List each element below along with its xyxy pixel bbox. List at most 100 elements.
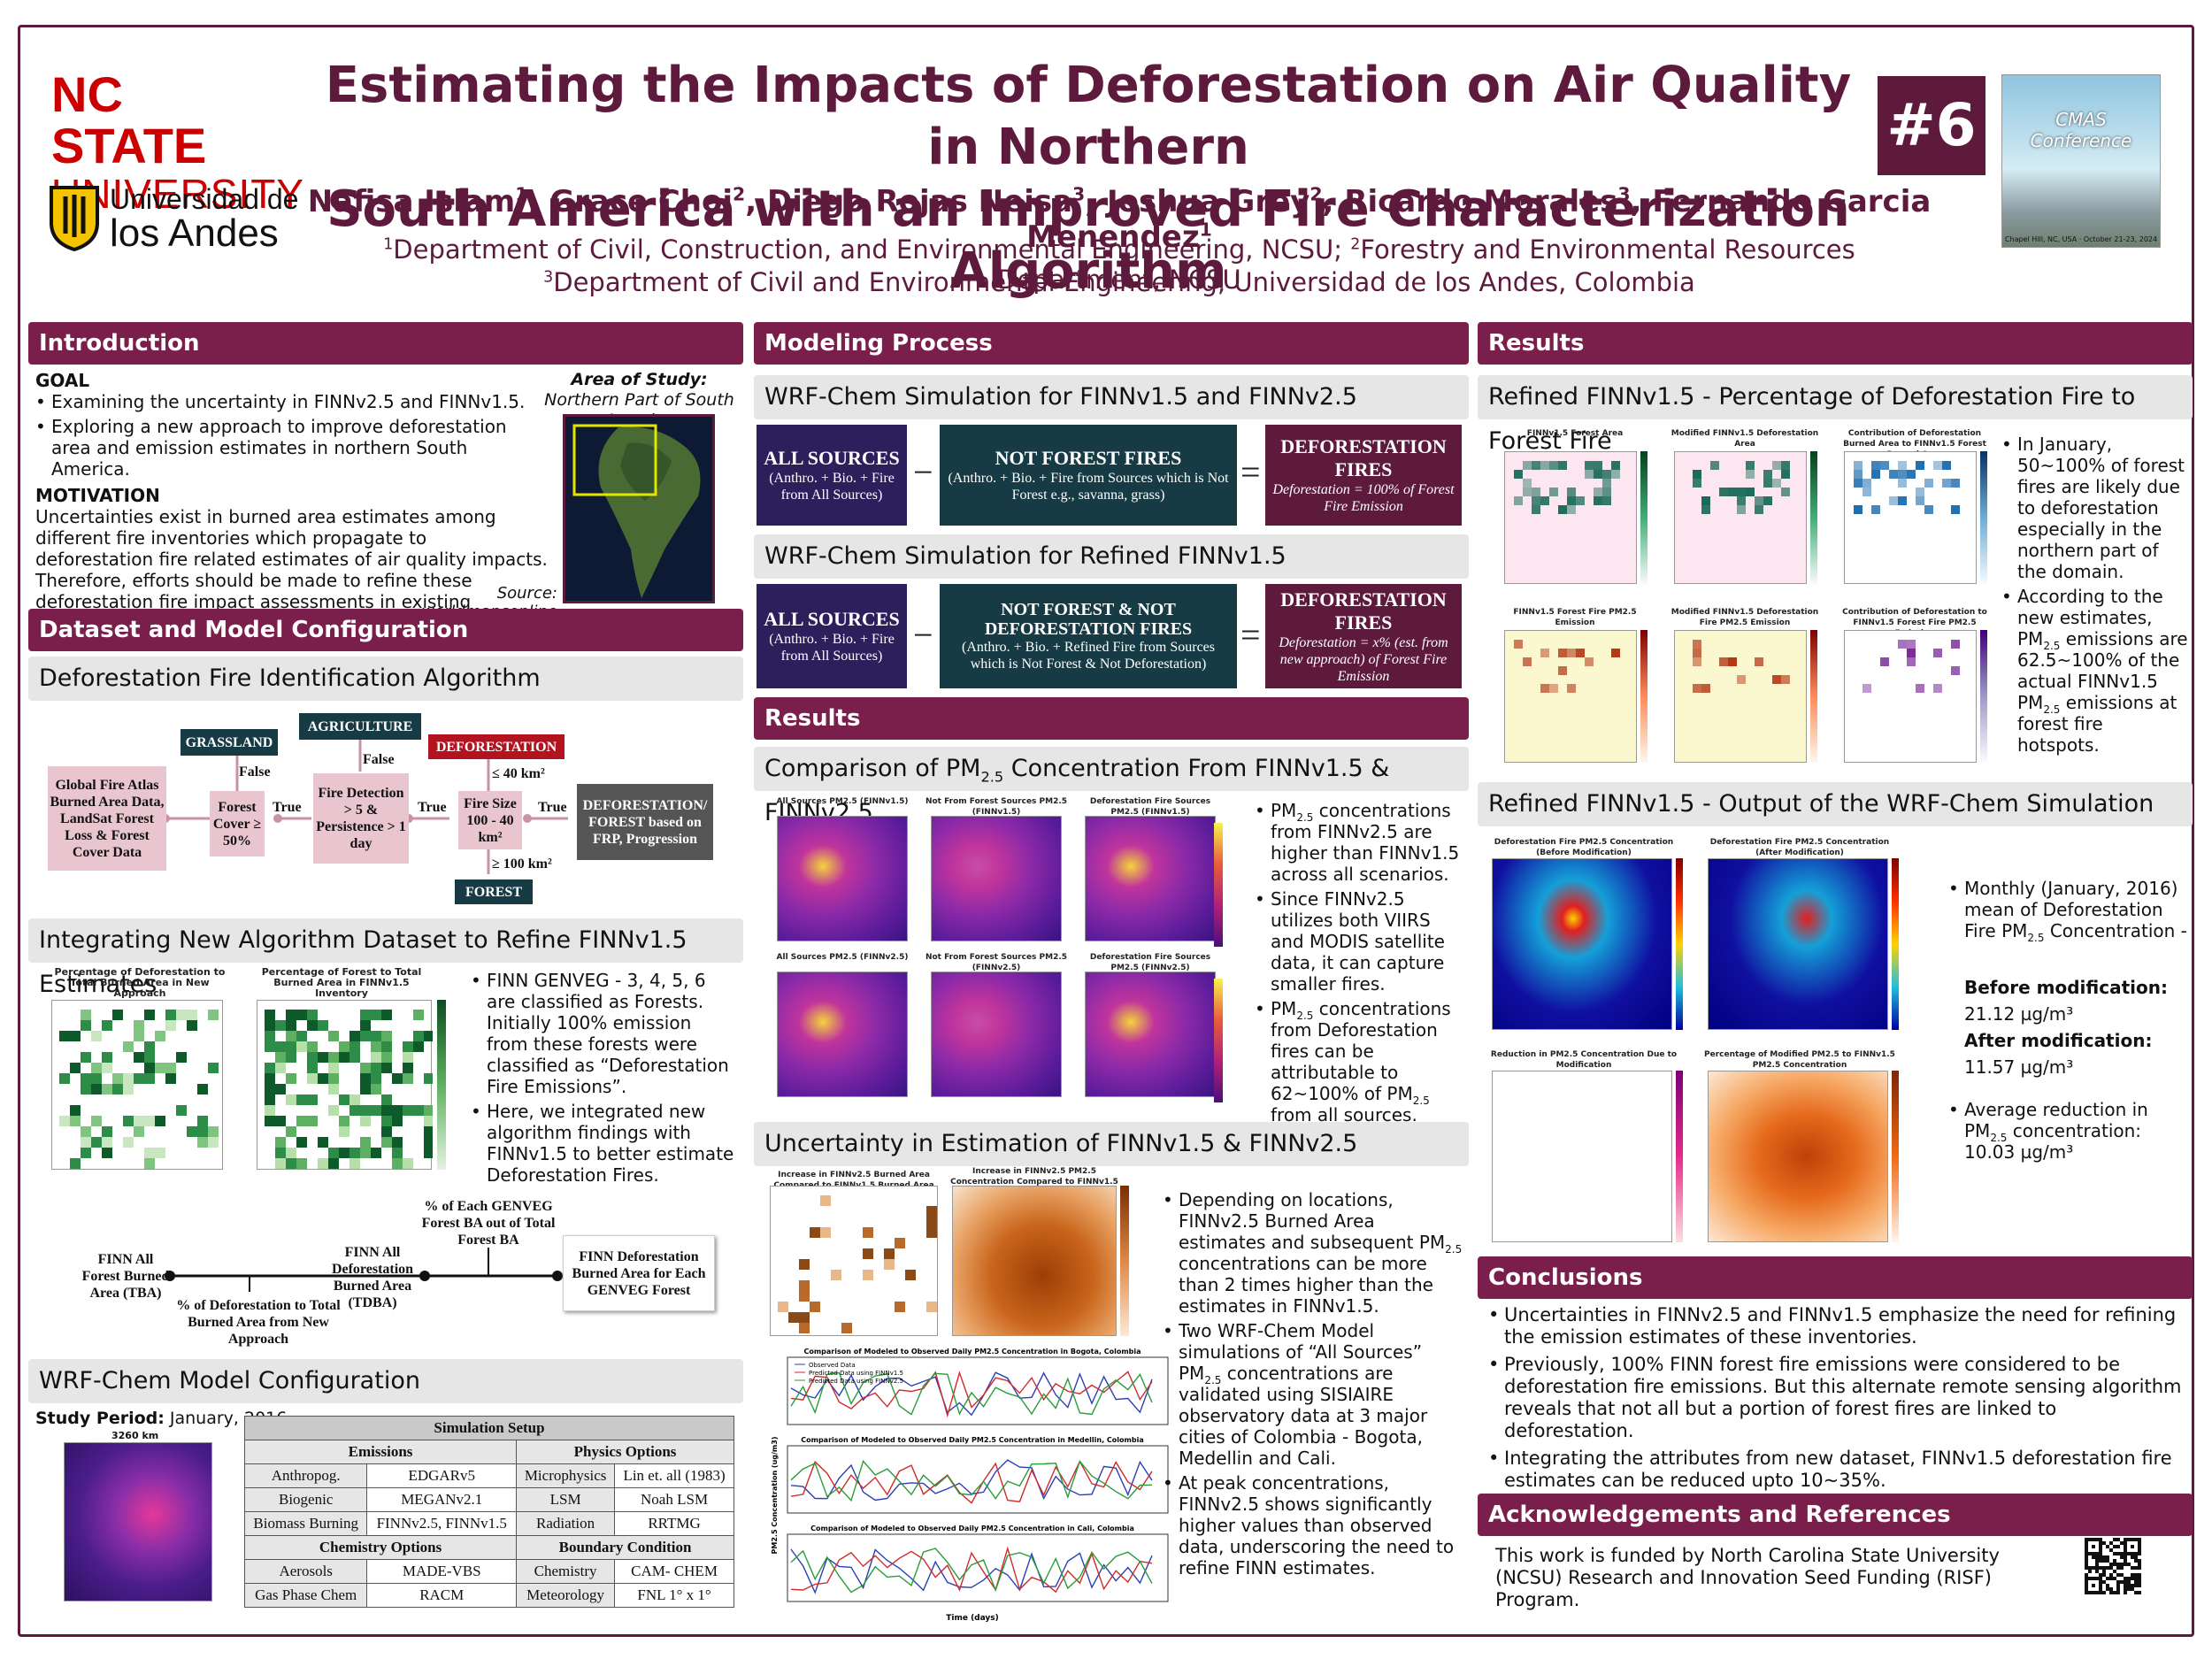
modeling-sub2: WRF-Chem Simulation for Refined FINNv1.5: [754, 534, 1469, 579]
map-cell: [895, 1238, 905, 1248]
refined-emission-maps: FINNv1.5 Forest Area Modified FINNv1.5 De…: [1495, 428, 2017, 773]
qr-code-icon[interactable]: [2085, 1538, 2141, 1594]
map-cell: [1781, 675, 1790, 684]
map-cell: [1693, 470, 1701, 479]
chain-ratio: % of Deforestation to Total Burned Area …: [176, 1297, 341, 1347]
refined-map-title: FINNv1.5 Forest Area: [1526, 429, 1624, 438]
map-cell: [1719, 488, 1728, 496]
bullet-item: At peak concentrations, FINNv2.5 shows s…: [1163, 1472, 1463, 1578]
timeseries-line: [790, 1371, 1153, 1416]
map-cell: [360, 1010, 371, 1020]
map-cell: [424, 1137, 434, 1148]
flow-true-label: True: [538, 800, 567, 815]
map-cell: [360, 1116, 371, 1126]
pm25-map: [777, 972, 908, 1097]
map-cell: [1549, 488, 1558, 496]
map-cell: [296, 1158, 307, 1169]
refined-map-title: Modified FINNv1.5 Deforestation Area: [1671, 429, 1819, 449]
map-cell: [1880, 657, 1889, 666]
map-cell: [392, 1105, 403, 1116]
bullet-item: Since FINNv2.5 utilizes both VIIRS and M…: [1255, 888, 1463, 995]
map-cell: [1924, 505, 1933, 514]
average-reduction-bullet: Average reduction in PM2.5 concentration…: [1948, 1099, 2187, 1163]
conference-logo-text: CMAS Conference: [2030, 109, 2132, 151]
map-cell: [102, 1052, 112, 1063]
map-cell: [91, 1031, 102, 1041]
map-cell: [91, 1073, 102, 1084]
map-cell: [1933, 649, 1942, 657]
timeseries-validation-charts: Comparison of Modeled to Observed Daily …: [771, 1348, 1169, 1623]
map-cell: [360, 1105, 371, 1116]
map-cell: [381, 1041, 392, 1052]
timeseries-frame: [787, 1445, 1169, 1514]
map-cell: [1755, 505, 1763, 514]
map-cell: [318, 1073, 328, 1084]
map-cell: [1567, 684, 1576, 693]
affiliation-line-2: 3Department of Civil and Environmental E…: [543, 267, 1695, 297]
affil-uniandes: Department of Civil and Environmental En…: [553, 267, 1695, 297]
timeseries-line: [790, 1548, 1153, 1594]
map-cell: [371, 1148, 381, 1158]
refined-colorbar: [1640, 630, 1647, 763]
map-cell: [1951, 666, 1960, 675]
timeseries-ylabel: PM2.5 Concentration (ug/m3): [771, 1437, 779, 1555]
map-cell: [296, 1116, 307, 1126]
map-cell: [1863, 479, 1871, 488]
map-cell: [265, 1084, 275, 1094]
map-cell: [1924, 479, 1933, 488]
map-cell: [788, 1312, 799, 1323]
map-cell: [1942, 461, 1951, 470]
map-cell: [1746, 461, 1755, 470]
map-cell: [123, 1084, 134, 1094]
flow-output-box: DEFORESTATION/ FOREST based on FRP, Prog…: [577, 784, 713, 860]
pm25-map-title: All Sources PM2.5 (FINNv2.5): [776, 953, 909, 962]
map-cell: [1898, 479, 1907, 488]
map-cell: [381, 1116, 392, 1126]
map-cell: [1594, 461, 1602, 470]
map-cell: [134, 1116, 144, 1126]
pm25-map-title: Not From Forest Sources PM2.5 (FINNv1.5): [925, 797, 1068, 817]
timeseries-legend-item: Predicted Data using FINNv1.5: [809, 1370, 903, 1377]
map-cell: [1907, 649, 1916, 657]
map-cell: [926, 1227, 937, 1238]
map-cell: [360, 1031, 371, 1041]
map-cell: [187, 1010, 197, 1020]
map-cell: [307, 1094, 318, 1105]
author-name: Ricardo Morales3: [1344, 183, 1631, 219]
map-cell: [1532, 505, 1540, 514]
bullet-item: Two WRF-Chem Model simulations of “All S…: [1163, 1320, 1463, 1469]
output-map-title: Percentage of Modified PM2.5 to FINNv1.5…: [1704, 1050, 1895, 1070]
output-map: [1708, 858, 1888, 1030]
map-cell: [1898, 461, 1907, 470]
map-cell: [328, 1148, 339, 1158]
map-cell: [1701, 496, 1710, 505]
map-cell: [134, 1126, 144, 1137]
map-cell: [799, 1323, 810, 1333]
flow-detection-box: Fire Detection > 5 & Persistence > 1 day: [313, 773, 409, 864]
map-cell: [275, 1137, 286, 1148]
map-cell: [318, 1137, 328, 1148]
map-cell: [403, 1105, 413, 1116]
refined-map: [1844, 451, 1977, 584]
map-cell: [360, 1073, 371, 1084]
author-list: Nafisa Islam1, Grace Choi2, Diego Rojas …: [307, 183, 1932, 255]
integrate-map-2: [257, 1000, 434, 1170]
title-line-2: South America with an Improved Fire Char…: [326, 180, 1850, 300]
map-cell: [296, 1010, 307, 1020]
map-cell: [1693, 479, 1701, 488]
map-cell: [1523, 488, 1532, 496]
map-cell: [1898, 496, 1907, 505]
map-cell: [208, 1137, 219, 1148]
eq2-equals: =: [1240, 615, 1261, 655]
timeseries-title: Comparison of Modeled to Observed Daily …: [801, 1436, 1143, 1444]
map-cell: [360, 1137, 371, 1148]
before-value: 21.12 µg/m³: [1964, 1003, 2074, 1025]
map-cell: [91, 1137, 102, 1148]
map-cell: [296, 1031, 307, 1041]
map-cell: [360, 1148, 371, 1158]
map-cell: [1594, 488, 1602, 496]
author-name: Grace Choi2: [549, 183, 746, 219]
map-cell: [392, 1148, 403, 1158]
map-cell: [328, 1158, 339, 1169]
table-physics-header: Physics Options: [516, 1440, 734, 1464]
